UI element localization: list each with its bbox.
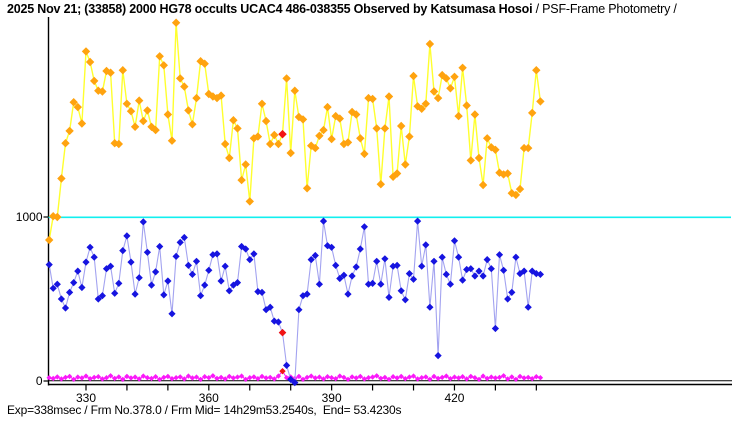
background-level-markers xyxy=(46,368,544,383)
marked-frame-point-background-level xyxy=(279,367,286,375)
x-tick-label: 360 xyxy=(199,391,219,405)
x-tick-label: 390 xyxy=(322,391,342,405)
chart-title-suffix: / PSF-Frame Photometry / xyxy=(535,2,677,16)
x-tick-label: 330 xyxy=(76,391,96,405)
y-tick-label: 0 xyxy=(36,374,43,388)
y-tick-label: 1000 xyxy=(16,210,43,224)
marked-frame-point-target-star-flux xyxy=(278,328,287,337)
chart-title: 2025 Nov 21; (33858) 2000 HG78 occults U… xyxy=(7,2,677,17)
combined-star-flux-line xyxy=(48,22,542,241)
marked-frame-point-combined-star-flux xyxy=(278,129,287,139)
x-tick-label: 420 xyxy=(444,391,464,405)
target-star-flux-markers xyxy=(45,217,544,387)
chart-title-main: 2025 Nov 21; (33858) 2000 HG78 occults U… xyxy=(7,2,536,16)
target-star-flux-line xyxy=(48,221,541,384)
frame-info-bar: Exp=338msec / Frm No.378.0 / Frm Mid= 14… xyxy=(7,403,402,417)
